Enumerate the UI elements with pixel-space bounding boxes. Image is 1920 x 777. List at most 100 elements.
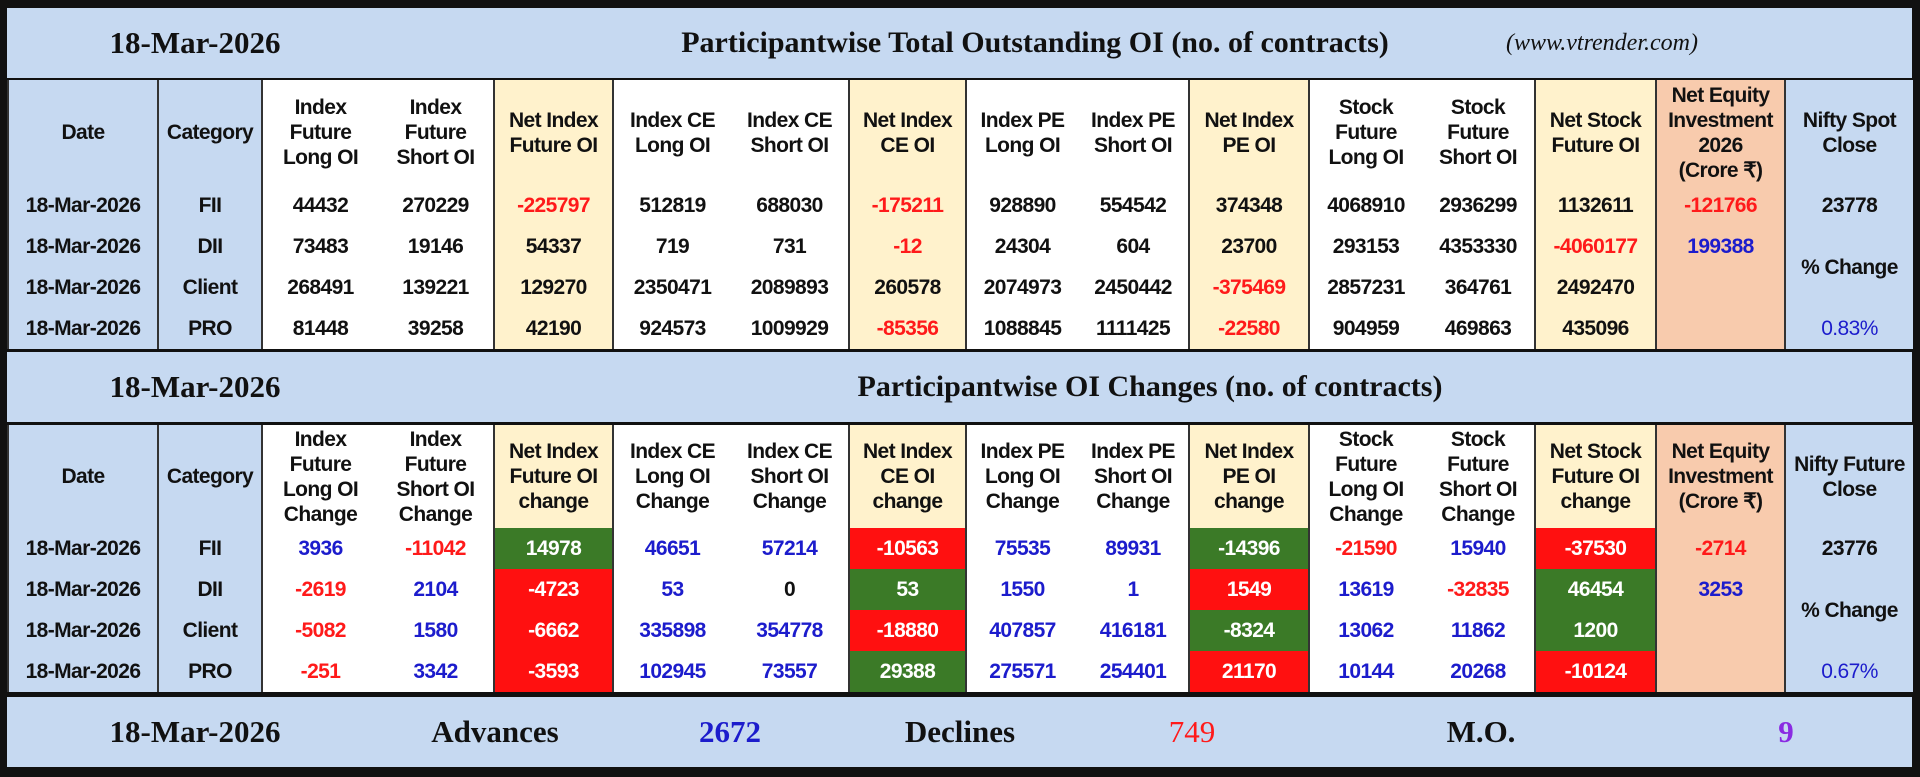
table-cell: 335898 xyxy=(612,610,731,651)
table-cell: 13062 xyxy=(1308,610,1422,651)
table-cell: 13619 xyxy=(1308,569,1422,610)
table-cell: -251 xyxy=(261,651,378,692)
changes-date: 18-Mar-2026 xyxy=(109,369,281,404)
table-cell: -2714 xyxy=(1655,528,1785,569)
table-cell: 102945 xyxy=(612,651,731,692)
row-category: DII xyxy=(157,226,262,267)
outstanding-title: Participantwise Total Outstanding OI (no… xyxy=(681,26,1389,59)
table-cell: 54337 xyxy=(493,226,613,267)
column-header: Index PE Long OI xyxy=(965,80,1078,185)
table-cell xyxy=(1655,610,1785,651)
oi-changes-table: Date Category Index Future Long OI Change I… xyxy=(7,425,1913,692)
table-row: 18-Mar-2026 PRO 81448 39258 42190 924573 10099… xyxy=(7,308,1913,349)
table-cell: -121766 xyxy=(1655,185,1785,226)
row-date: 18-Mar-2026 xyxy=(7,185,158,226)
table-cell: 199388 xyxy=(1655,226,1785,267)
column-header: Net Stock Future OI xyxy=(1534,80,1656,185)
table-cell: 1132611 xyxy=(1534,185,1656,226)
column-header: Index CE Short OI Change xyxy=(731,425,849,528)
table-row: 18-Mar-2026 Client 268491 139221 129270 23504… xyxy=(7,267,1913,308)
column-header: Net Index PE OI xyxy=(1188,80,1309,185)
table-cell: 364761 xyxy=(1422,267,1535,308)
table-cell: -12 xyxy=(848,226,966,267)
table-cell: 129270 xyxy=(493,267,613,308)
table-cell: 1088845 xyxy=(965,308,1078,349)
table-cell: -4060177 xyxy=(1534,226,1656,267)
table-cell: 2074973 xyxy=(965,267,1078,308)
table-cell: 89931 xyxy=(1078,528,1189,569)
table-cell: -11042 xyxy=(378,528,494,569)
table-cell: 75535 xyxy=(965,528,1078,569)
table-cell: 354778 xyxy=(731,610,849,651)
column-header: Net Equity Investment (Crore ₹) xyxy=(1655,425,1785,528)
table-cell: 374348 xyxy=(1188,185,1309,226)
table-cell: -375469 xyxy=(1188,267,1309,308)
column-header: Index CE Long OI Change xyxy=(612,425,731,528)
column-header: Nifty Future Close xyxy=(1784,425,1913,528)
table-cell: 73557 xyxy=(731,651,849,692)
table-cell: -6662 xyxy=(493,610,613,651)
column-header: Net Stock Future OI change xyxy=(1534,425,1656,528)
table-cell: 44432 xyxy=(261,185,378,226)
table-cell: 2450442 xyxy=(1078,267,1189,308)
column-header: Index PE Long OI Change xyxy=(965,425,1078,528)
table-cell: 924573 xyxy=(612,308,731,349)
table-row: 18-Mar-2026 DII -2619 2104 -4723 53 0 53 1550 1 15… xyxy=(7,569,1913,651)
row-date: 18-Mar-2026 xyxy=(7,308,158,349)
table-cell: 928890 xyxy=(965,185,1078,226)
table-cell: 268491 xyxy=(261,267,378,308)
table-cell xyxy=(1655,308,1785,349)
column-header: Index PE Short OI xyxy=(1078,80,1189,185)
table-cell: 1549 xyxy=(1188,569,1309,610)
table-row: 18-Mar-2026 Client -5082 1580 -6662 335898 354… xyxy=(7,610,1913,651)
column-header: Index Future Long OI xyxy=(261,80,378,185)
footer-date: 18-Mar-2026 xyxy=(109,714,281,749)
mo-value: 9 xyxy=(1778,714,1794,749)
column-header: Stock Future Long OI xyxy=(1308,80,1422,185)
table-cell: -5082 xyxy=(261,610,378,651)
row-category: FII xyxy=(157,185,262,226)
row-date: 18-Mar-2026 xyxy=(7,569,158,610)
table-cell: -175211 xyxy=(848,185,966,226)
table-cell: 139221 xyxy=(378,267,494,308)
table-cell: 24304 xyxy=(965,226,1078,267)
table-row: 18-Mar-2026 FII 44432 270229 -225797 512819 68… xyxy=(7,185,1913,226)
row-category: Client xyxy=(157,610,262,651)
market-breadth-footer: 18-Mar-2026 Advances 2672 Declines 749 M… xyxy=(7,697,1912,767)
outstanding-title-band: 18-Mar-2026 Participantwise Total Outsta… xyxy=(7,8,1912,78)
outstanding-date: 18-Mar-2026 xyxy=(109,25,281,60)
table-cell: 3253 xyxy=(1655,569,1785,610)
column-header: Index Future Short OI Change xyxy=(378,425,494,528)
table-cell: 512819 xyxy=(612,185,731,226)
row-date: 18-Mar-2026 xyxy=(7,267,158,308)
table-cell: 1580 xyxy=(378,610,494,651)
advances-label: Advances xyxy=(431,714,559,749)
table-cell: 904959 xyxy=(1308,308,1422,349)
row-category: DII xyxy=(157,569,262,610)
table-cell: 407857 xyxy=(965,610,1078,651)
table-cell: 275571 xyxy=(965,651,1078,692)
table-cell: 20268 xyxy=(1422,651,1535,692)
table-cell: -85356 xyxy=(848,308,966,349)
column-header: Net Index Future OI xyxy=(493,80,613,185)
row-date: 18-Mar-2026 xyxy=(7,528,158,569)
table-cell: 1550 xyxy=(965,569,1078,610)
advances-value: 2672 xyxy=(699,714,761,749)
table-cell: 2350471 xyxy=(612,267,731,308)
mo-label: M.O. xyxy=(1446,714,1516,749)
table-cell: 53 xyxy=(612,569,731,610)
table-cell: 270229 xyxy=(378,185,494,226)
table-cell xyxy=(1655,651,1785,692)
nifty-change-value: 0.83% xyxy=(1784,308,1913,349)
table-cell: 1009929 xyxy=(731,308,849,349)
nifty-change-value: 0.67% xyxy=(1784,651,1913,692)
column-header: Index PE Short OI Change xyxy=(1078,425,1189,528)
table-cell: -3593 xyxy=(493,651,613,692)
table-cell: 719 xyxy=(612,226,731,267)
column-header: Net Index CE OI change xyxy=(848,425,966,528)
column-header: Stock Future Long OI Change xyxy=(1308,425,1422,528)
table-cell: -4723 xyxy=(493,569,613,610)
table-row: 18-Mar-2026 PRO -251 3342 -3593 102945 73557 29… xyxy=(7,651,1913,692)
table-cell: 46651 xyxy=(612,528,731,569)
